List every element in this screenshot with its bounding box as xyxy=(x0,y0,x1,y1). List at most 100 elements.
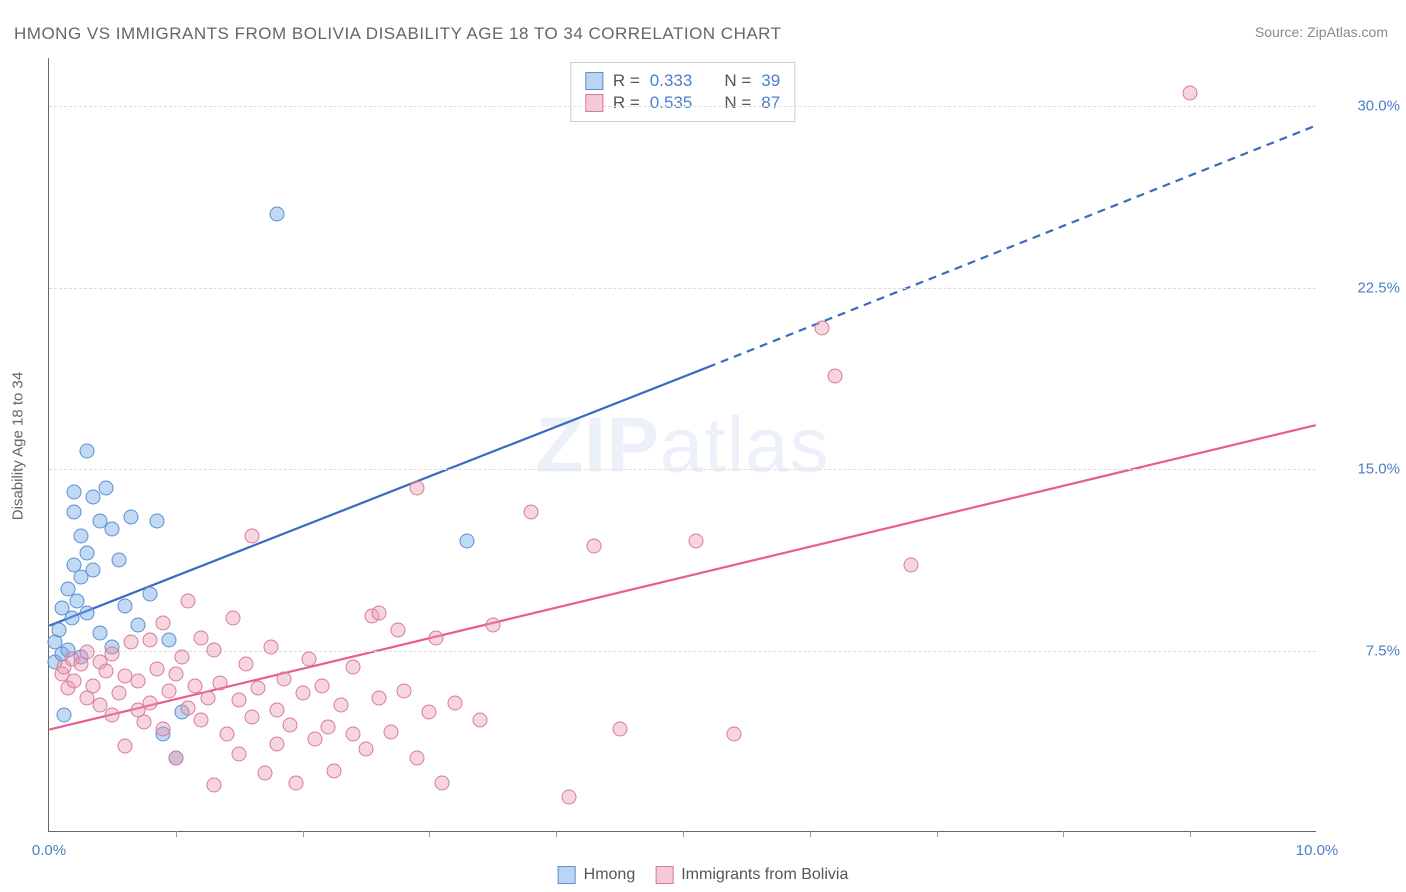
x-tick-minor xyxy=(1063,831,1064,837)
data-point xyxy=(52,623,67,638)
legend-label: Immigrants from Bolivia xyxy=(681,866,848,883)
data-point xyxy=(86,490,101,505)
data-point xyxy=(225,611,240,626)
data-point xyxy=(111,553,126,568)
n-label: N = xyxy=(724,71,751,91)
data-point xyxy=(156,722,171,737)
data-point xyxy=(244,528,259,543)
data-point xyxy=(308,732,323,747)
x-tick-minor xyxy=(810,831,811,837)
data-point xyxy=(371,606,386,621)
data-point xyxy=(80,545,95,560)
data-point xyxy=(397,683,412,698)
data-point xyxy=(561,790,576,805)
data-point xyxy=(270,207,285,222)
data-point xyxy=(428,630,443,645)
r-value: 0.333 xyxy=(650,71,693,91)
r-label: R = xyxy=(613,93,640,113)
data-point xyxy=(67,674,82,689)
data-point xyxy=(143,586,158,601)
data-point xyxy=(168,751,183,766)
data-point xyxy=(460,533,475,548)
data-point xyxy=(435,775,450,790)
data-point xyxy=(143,632,158,647)
data-point xyxy=(320,720,335,735)
chart-title: HMONG VS IMMIGRANTS FROM BOLIVIA DISABIL… xyxy=(14,24,782,44)
source-attribution: Source: ZipAtlas.com xyxy=(1255,24,1388,40)
data-point xyxy=(612,722,627,737)
legend-swatch xyxy=(585,72,603,90)
data-point xyxy=(130,618,145,633)
data-point xyxy=(815,320,830,335)
data-point xyxy=(251,681,266,696)
x-tick-minor xyxy=(176,831,177,837)
data-point xyxy=(276,671,291,686)
data-point xyxy=(1183,86,1198,101)
data-point xyxy=(409,751,424,766)
data-point xyxy=(181,594,196,609)
data-point xyxy=(232,746,247,761)
data-point xyxy=(263,640,278,655)
x-tick-label: 10.0% xyxy=(1296,842,1339,859)
stat-legend-row: R =0.535N =87 xyxy=(585,93,780,113)
watermark-light: atlas xyxy=(660,400,830,488)
data-point xyxy=(485,618,500,633)
data-point xyxy=(206,778,221,793)
data-point xyxy=(390,623,405,638)
data-point xyxy=(359,741,374,756)
x-tick-minor xyxy=(683,831,684,837)
data-point xyxy=(149,661,164,676)
data-point xyxy=(244,710,259,725)
n-value: 87 xyxy=(761,93,780,113)
data-point xyxy=(175,649,190,664)
data-point xyxy=(206,642,221,657)
data-point xyxy=(327,763,342,778)
data-point xyxy=(295,686,310,701)
data-point xyxy=(289,775,304,790)
data-point xyxy=(99,664,114,679)
data-point xyxy=(346,659,361,674)
data-point xyxy=(64,611,79,626)
data-point xyxy=(828,369,843,384)
data-point xyxy=(92,625,107,640)
data-point xyxy=(301,652,316,667)
data-point xyxy=(162,632,177,647)
data-point xyxy=(105,647,120,662)
data-point xyxy=(118,599,133,614)
data-point xyxy=(333,698,348,713)
x-tick-label: 0.0% xyxy=(32,842,66,859)
n-label: N = xyxy=(724,93,751,113)
data-point xyxy=(143,695,158,710)
x-tick-minor xyxy=(1190,831,1191,837)
gridline-h xyxy=(49,288,1316,289)
series-legend: HmongImmigrants from Bolivia xyxy=(558,866,849,884)
data-point xyxy=(80,606,95,621)
x-tick-minor xyxy=(937,831,938,837)
x-tick-minor xyxy=(429,831,430,837)
legend-swatch xyxy=(558,866,576,884)
data-point xyxy=(200,690,215,705)
data-point xyxy=(282,717,297,732)
y-tick-label: 15.0% xyxy=(1330,461,1400,478)
data-point xyxy=(904,557,919,572)
data-point xyxy=(86,562,101,577)
data-point xyxy=(270,736,285,751)
data-point xyxy=(688,533,703,548)
data-point xyxy=(270,703,285,718)
data-point xyxy=(156,616,171,631)
y-tick-label: 30.0% xyxy=(1330,98,1400,115)
data-point xyxy=(726,727,741,742)
data-point xyxy=(124,509,139,524)
data-point xyxy=(194,630,209,645)
data-point xyxy=(99,480,114,495)
data-point xyxy=(523,504,538,519)
data-point xyxy=(130,674,145,689)
data-point xyxy=(168,666,183,681)
data-point xyxy=(194,712,209,727)
legend-swatch xyxy=(655,866,673,884)
y-axis-label: Disability Age 18 to 34 xyxy=(10,372,27,520)
data-point xyxy=(124,635,139,650)
data-point xyxy=(73,528,88,543)
data-point xyxy=(346,727,361,742)
gridline-h xyxy=(49,106,1316,107)
